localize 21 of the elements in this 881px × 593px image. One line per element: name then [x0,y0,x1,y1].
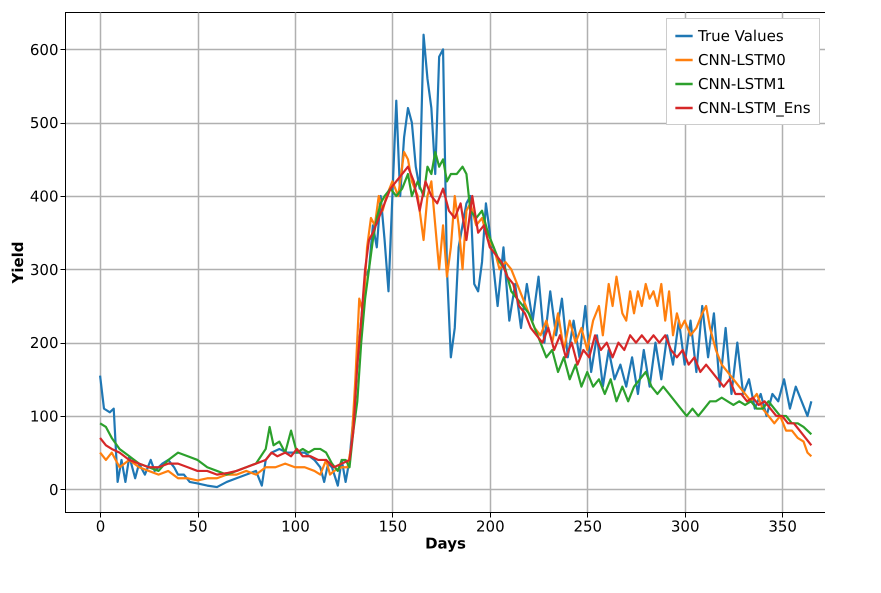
y-tick-label: 600 [30,40,58,59]
y-tick-label: 100 [30,407,58,426]
y-tick-label: 200 [30,334,58,352]
legend-label: CNN-LSTM_Ens [698,99,811,117]
y-axis-title: Yield [8,241,27,285]
x-tick-label: 150 [378,518,408,536]
y-tick-label: 300 [30,260,58,279]
x-axis-title: Days [425,534,466,552]
legend-label: CNN-LSTM0 [698,51,786,69]
legend-label: CNN-LSTM1 [698,75,786,93]
x-tick-label: 200 [476,518,505,536]
y-tick-label: 0 [48,480,58,499]
x-tick-label: 50 [188,518,208,536]
x-tick-label: 100 [281,518,310,536]
y-tick-label: 400 [30,188,58,206]
x-tick-label: 250 [573,518,602,536]
x-tick-label: 0 [96,518,106,536]
legend-label: True Values [697,27,784,45]
x-tick-label: 350 [768,518,797,536]
y-tick-label: 500 [30,114,58,132]
x-tick-label: 300 [670,518,700,536]
